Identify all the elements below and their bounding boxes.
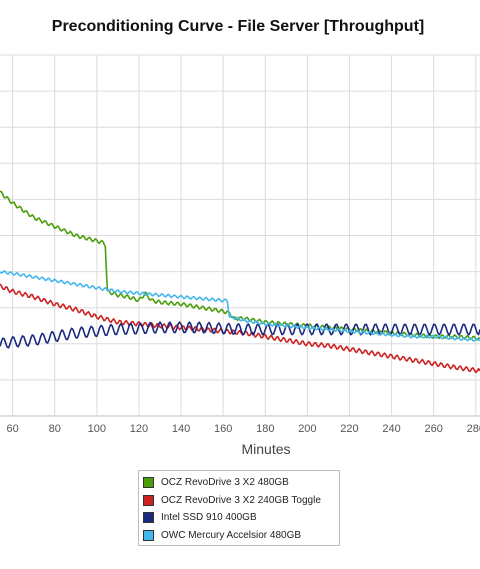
x-tick-label: 140	[172, 423, 190, 435]
chart-grid	[0, 54, 480, 417]
series-line	[0, 270, 480, 342]
x-tick-label: 240	[382, 423, 400, 435]
legend-label: OCZ RevoDrive 3 X2 240GB Toggle	[161, 494, 321, 506]
series-line	[0, 190, 480, 341]
x-tick-label: 180	[256, 423, 274, 435]
legend-item: OCZ RevoDrive 3 X2 240GB Toggle	[143, 492, 339, 510]
series-line	[0, 283, 480, 374]
chart-legend: OCZ RevoDrive 3 X2 480GB OCZ RevoDrive 3 …	[138, 470, 340, 546]
legend-item: OWC Mercury Accelsior 480GB	[143, 527, 339, 545]
x-tick-label: 100	[88, 423, 106, 435]
legend-swatch	[143, 529, 154, 541]
legend-swatch	[143, 477, 154, 489]
x-tick-label: 220	[340, 423, 358, 435]
chart-title: Preconditioning Curve - File Server [Thr…	[51, 18, 425, 35]
x-axis-label: Minutes	[241, 441, 291, 457]
x-tick-label: 60	[7, 423, 19, 435]
x-tick-label: 280	[467, 423, 480, 435]
legend-label: OCZ RevoDrive 3 X2 480GB	[161, 477, 289, 489]
x-tick-label: 120	[130, 423, 148, 435]
x-axis-ticks: 60 80 100 120 140 160 180 200 220 240 260 280	[7, 423, 480, 435]
legend-label: OWC Mercury Accelsior 480GB	[161, 529, 302, 541]
x-tick-label: 200	[298, 423, 316, 435]
x-tick-label: 160	[214, 423, 232, 435]
legend-label: Intel SSD 910 400GB	[161, 512, 257, 524]
legend-item: Intel SSD 910 400GB	[143, 509, 339, 527]
legend-swatch	[143, 512, 154, 524]
plot-lines	[0, 190, 480, 374]
x-tick-label: 260	[425, 423, 443, 435]
legend-swatch	[143, 494, 154, 506]
x-tick-label: 80	[49, 423, 61, 435]
legend-item: OCZ RevoDrive 3 X2 480GB	[143, 474, 339, 492]
